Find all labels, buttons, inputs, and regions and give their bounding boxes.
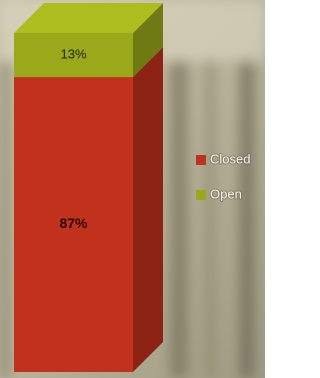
value-label: 13%: [60, 46, 86, 61]
plot-area: 87% 13%: [14, 3, 163, 372]
bar-side: [133, 47, 163, 372]
value-label: 87%: [59, 215, 88, 231]
legend-swatch: [196, 190, 206, 200]
legend-swatch: [196, 155, 206, 165]
chart: 87% 13% Closed Open: [0, 0, 265, 378]
legend-label: Open: [210, 186, 242, 201]
legend-label: Closed: [210, 151, 250, 166]
